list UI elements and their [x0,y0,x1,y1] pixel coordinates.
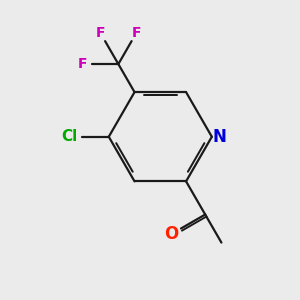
Text: O: O [164,225,178,243]
Text: F: F [95,26,105,40]
Text: F: F [132,26,141,40]
Text: Cl: Cl [61,129,77,144]
Text: F: F [77,57,87,71]
Text: N: N [212,128,226,146]
